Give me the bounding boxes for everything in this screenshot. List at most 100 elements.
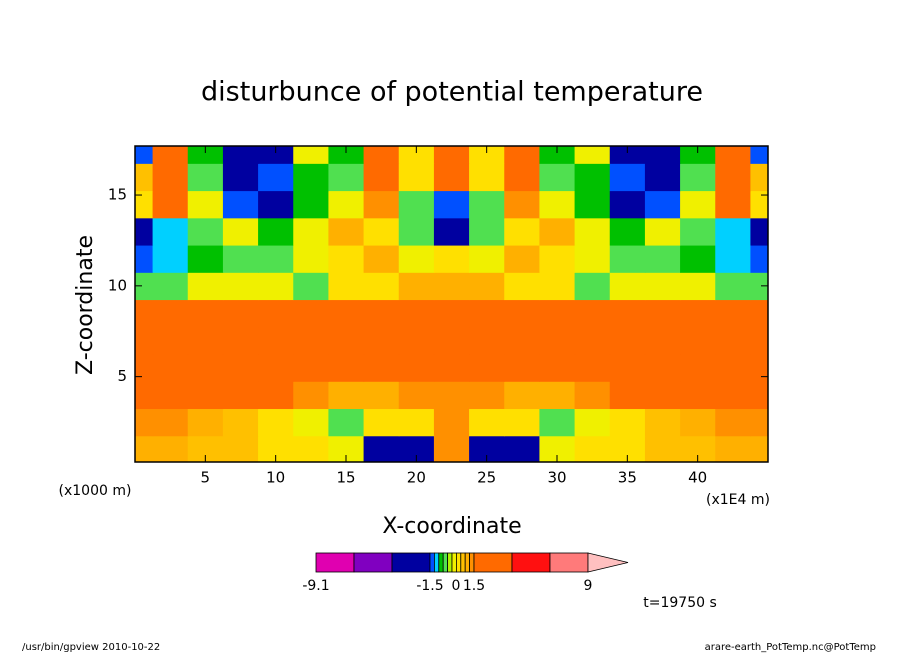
contour-cell — [609, 163, 646, 192]
y-unit: (x1000 m) — [59, 483, 132, 499]
contour-cell — [293, 272, 330, 301]
colorbar-segment — [447, 552, 453, 573]
contour-cell — [433, 299, 470, 328]
colorbar-segment — [315, 552, 355, 573]
contour-cell — [222, 408, 259, 437]
contour-cell — [750, 435, 768, 462]
colorbar-tick-label: -1.5 — [416, 578, 443, 594]
contour-cell — [293, 326, 330, 355]
contour-cell — [152, 163, 189, 192]
contour-cell — [433, 146, 470, 164]
contour-cell — [644, 146, 681, 164]
contour-cell — [328, 381, 365, 410]
contour-cell — [398, 272, 435, 301]
contour-cell — [398, 244, 435, 273]
footer-left: /usr/bin/gpview 2010-10-22 — [22, 642, 160, 653]
x-tick-label: 15 — [336, 469, 355, 487]
contour-cell — [539, 163, 576, 192]
contour-cell — [504, 244, 541, 273]
contour-cell — [680, 408, 716, 437]
contour-cell — [328, 190, 365, 219]
contour-cell — [715, 435, 752, 462]
contour-cell — [433, 217, 470, 246]
chart-title: disturbunce of potential temperature — [201, 77, 703, 108]
contour-cell — [328, 146, 365, 164]
contour-cell — [539, 408, 576, 437]
contour-cell — [152, 408, 189, 437]
contour-cell — [135, 244, 154, 273]
y-tick-label: 15 — [108, 186, 127, 204]
colorbar-segment — [464, 552, 471, 573]
contour-cell — [222, 146, 259, 164]
contour-cell — [539, 146, 576, 164]
contour-cell — [187, 146, 224, 164]
contour-cell — [363, 299, 400, 328]
contour-cell — [609, 244, 646, 273]
contour-cell — [750, 299, 768, 328]
contour-cell — [715, 146, 752, 164]
contour-cell — [469, 326, 505, 355]
contour-cell — [152, 217, 189, 246]
contour-cell — [135, 163, 154, 192]
x-tick-label: 20 — [407, 469, 426, 487]
contour-cell — [135, 408, 154, 437]
contour-cell — [293, 408, 330, 437]
contour-cell — [363, 146, 400, 164]
colorbar-tick-label: -9.1 — [302, 578, 329, 594]
contour-cell — [750, 353, 768, 382]
x-tick-label: 10 — [266, 469, 285, 487]
contour-cell — [750, 381, 768, 410]
contour-cell — [504, 163, 541, 192]
contour-cell — [504, 299, 541, 328]
contour-cell — [398, 146, 435, 164]
contour-cell — [715, 408, 752, 437]
contour-cell — [504, 408, 541, 437]
contour-cell — [398, 299, 435, 328]
contour-cell — [574, 299, 611, 328]
contour-cell — [469, 244, 505, 273]
contour-cell — [609, 217, 646, 246]
contour-cell — [539, 299, 576, 328]
contour-cell — [574, 244, 611, 273]
contour-cell — [574, 408, 611, 437]
contour-cell — [680, 217, 716, 246]
contour-cell — [135, 299, 154, 328]
contour-cell — [222, 190, 259, 219]
y-axis-label: Z-coordinate — [73, 235, 98, 375]
contour-cell — [135, 353, 154, 382]
contour-cell — [152, 326, 189, 355]
contour-cell — [644, 381, 681, 410]
contour-cell — [469, 408, 505, 437]
contour-cell — [328, 408, 365, 437]
contour-cell — [750, 408, 768, 437]
contour-cell — [644, 326, 681, 355]
contour-cell — [187, 217, 224, 246]
contour-cell — [293, 163, 330, 192]
contour-cell — [135, 217, 154, 246]
contour-cell — [135, 381, 154, 410]
contour-cell — [574, 217, 611, 246]
contour-cell — [328, 244, 365, 273]
contour-cell — [433, 381, 470, 410]
contour-cell — [258, 326, 294, 355]
contour-cell — [222, 163, 259, 192]
contour-cell — [680, 272, 716, 301]
contour-cell — [609, 146, 646, 164]
contour-cell — [469, 190, 505, 219]
contour-cell — [715, 272, 752, 301]
contour-cell — [715, 217, 752, 246]
contour-field — [135, 146, 768, 462]
contour-cell — [135, 435, 154, 462]
contour-cell — [293, 146, 330, 164]
footer-right: arare-earth_PotTemp.nc@PotTemp — [705, 642, 876, 653]
contour-cell — [715, 190, 752, 219]
colorbar-segment — [460, 552, 466, 573]
contour-cell — [433, 435, 470, 462]
contour-cell — [187, 190, 224, 219]
contour-cell — [715, 299, 752, 328]
contour-cell — [293, 217, 330, 246]
contour-cell — [574, 353, 611, 382]
contour-cell — [469, 353, 505, 382]
contour-cell — [504, 326, 541, 355]
contour-cell — [750, 244, 768, 273]
